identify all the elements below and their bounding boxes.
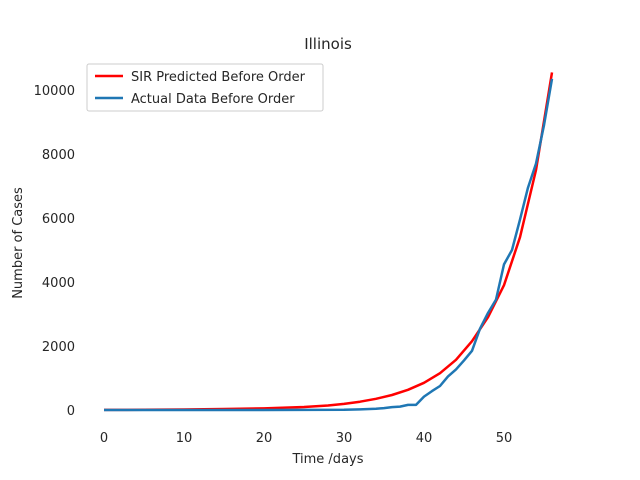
x-tick-label: 40 — [416, 431, 433, 446]
x-tick-label: 0 — [100, 431, 108, 446]
x-axis-ticks: 0 10 20 30 40 50 — [100, 431, 512, 446]
y-tick-label: 0 — [67, 404, 75, 419]
series-line-actual-data — [104, 78, 554, 412]
legend-label-actual-data: Actual Data Before Order — [131, 92, 295, 107]
y-axis-ticks: 0 2000 4000 6000 8000 10000 — [34, 84, 75, 419]
y-tick-label: 10000 — [34, 84, 75, 99]
legend-label-sir-predicted: SIR Predicted Before Order — [131, 70, 306, 85]
y-tick-label: 2000 — [42, 340, 75, 355]
x-tick-label: 50 — [496, 431, 513, 446]
y-axis-label: Number of Cases — [11, 187, 26, 299]
chart-title: Illinois — [304, 35, 352, 53]
plot-area — [103, 72, 554, 412]
x-axis-label: Time /days — [291, 452, 363, 467]
legend-box — [86, 63, 324, 112]
y-tick-label: 8000 — [42, 148, 75, 163]
x-tick-label: 30 — [336, 431, 353, 446]
x-tick-label: 20 — [256, 431, 273, 446]
x-tick-label: 10 — [176, 431, 193, 446]
series-line-sir-predicted — [103, 72, 554, 412]
y-tick-label: 6000 — [42, 212, 75, 227]
legend: SIR Predicted Before Order Actual Data B… — [86, 63, 324, 112]
y-tick-label: 4000 — [42, 276, 75, 291]
